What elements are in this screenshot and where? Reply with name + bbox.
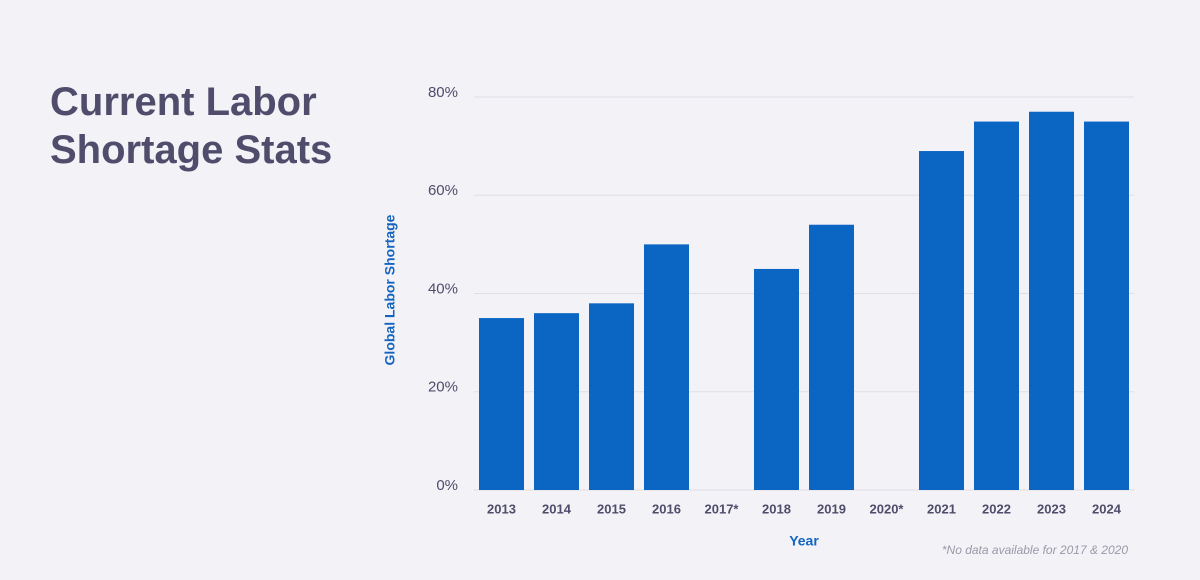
footnote: *No data available for 2017 & 2020	[942, 543, 1128, 557]
x-tick-label: 2024	[1092, 501, 1122, 516]
bar	[754, 268, 799, 490]
x-tick-label: 2019	[817, 501, 846, 516]
y-tick-label: 60%	[428, 182, 458, 199]
chart-title: Current Labor Shortage Stats	[50, 80, 333, 172]
x-tick-label: 2016	[652, 501, 681, 516]
bar	[644, 244, 689, 490]
x-tick-label: 2018	[762, 501, 791, 516]
bar	[809, 224, 854, 490]
bar	[479, 318, 524, 490]
y-tick-label: 0%	[436, 477, 458, 494]
x-tick-label: 2013	[487, 501, 516, 516]
y-tick-label: 20%	[428, 379, 458, 396]
bar	[919, 151, 964, 490]
y-tick-label: 80%	[428, 84, 458, 101]
bar	[589, 303, 634, 490]
bar	[534, 313, 579, 490]
bar	[974, 121, 1019, 490]
x-tick-label: 2021	[927, 501, 956, 516]
x-tick-label: 2023	[1037, 501, 1066, 516]
x-tick-label: 2020*	[870, 501, 905, 516]
y-axis-label: Global Labor Shortage	[382, 214, 398, 365]
x-axis-label: Year	[789, 533, 819, 549]
x-tick-label: 2015	[597, 501, 626, 516]
x-tick-label: 2017*	[705, 501, 740, 516]
x-tick-label: 2022	[982, 501, 1011, 516]
bar	[1084, 121, 1129, 490]
x-tick-label: 2014	[542, 501, 572, 516]
bar	[1029, 111, 1074, 491]
y-tick-label: 40%	[428, 280, 458, 297]
